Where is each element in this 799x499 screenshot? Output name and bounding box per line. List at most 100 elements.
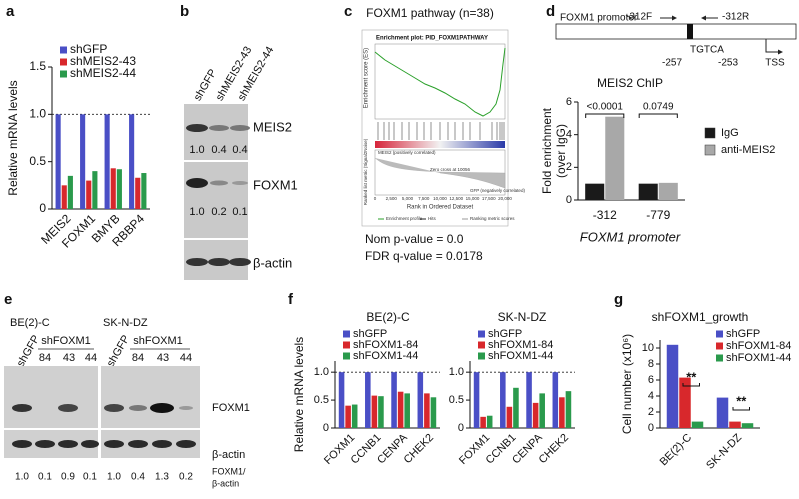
band (12, 404, 32, 412)
quant: 0.2 (179, 472, 193, 483)
bar (480, 416, 486, 428)
bar (404, 393, 410, 428)
bar (55, 114, 61, 209)
y-tick-label: 10 (642, 342, 654, 354)
legend-swatch (716, 330, 723, 338)
band (186, 124, 208, 132)
bar (559, 397, 565, 428)
panel-label: b (180, 3, 189, 20)
bar (129, 114, 135, 209)
y-tick-label: 0.5 (314, 394, 329, 406)
group-label: shFOXM1 (41, 335, 91, 347)
bar (552, 372, 559, 428)
band-label: FOXM1 (253, 177, 298, 192)
y-tick-label: 1.0 (314, 366, 329, 378)
bar (371, 395, 378, 428)
chart-title: shFOXM1_growth (652, 310, 749, 324)
quant: 0.9 (61, 472, 75, 483)
bar (61, 185, 67, 209)
y-axis-label: Relative mRNA levels (292, 337, 306, 452)
bar (532, 402, 539, 428)
y-tick-label: 1.0 (29, 107, 46, 121)
promoter-label: FOXM1 promoter (560, 13, 638, 24)
y-tick-label: 1.5 (29, 59, 46, 73)
gsea-x-tick: 7,500 (418, 196, 430, 201)
y-tick-label: 4 (566, 129, 572, 141)
band (210, 180, 228, 186)
band-label: MEIS2 (253, 119, 292, 134)
bar (486, 415, 493, 428)
actin-bands (12, 440, 196, 448)
panel-label: e (4, 291, 12, 308)
bar (500, 372, 506, 428)
negative-label: GFP (negatively correlated) (470, 188, 525, 193)
band (150, 403, 174, 413)
x-tick-label: SK-N-DZ (704, 431, 744, 471)
quant: 1.0 (107, 472, 121, 483)
annotation: ** (686, 369, 697, 384)
ratio-label: β-actin (212, 478, 239, 488)
lane-label: 44 (85, 352, 97, 364)
y-tick-label: 0.5 (29, 154, 46, 168)
y-tick-label: 6 (566, 96, 572, 108)
primer-label: -312F (626, 12, 652, 23)
position: -253 (718, 58, 738, 69)
gsea-frame (361, 29, 509, 227)
annotation: 0.0749 (643, 102, 674, 113)
bar (691, 421, 704, 428)
legend-label: shGFP (726, 328, 760, 340)
cell-line: BE(2)-C (10, 317, 50, 329)
tss-arrow (778, 49, 783, 55)
gsea-stat: FDR q-value = 0.0178 (365, 249, 483, 263)
band (209, 125, 229, 131)
bar (397, 391, 404, 428)
legend-swatch (716, 354, 723, 362)
band (186, 258, 208, 266)
bar (526, 372, 532, 428)
bar (424, 393, 430, 428)
tss-label: TSS (765, 58, 785, 69)
primer-label: -312R (722, 12, 749, 23)
blot-membrane (184, 104, 248, 280)
y-tick-label: 6 (648, 374, 654, 386)
promoter-box (555, 23, 797, 40)
y-tick-label: 0 (39, 201, 46, 215)
motif: TGTCA (690, 45, 724, 56)
gsea-x-tick: 0 (374, 196, 377, 201)
lane-label: shGFP (105, 333, 133, 369)
quant: 0.1 (83, 472, 97, 483)
quant: 0.2 (211, 206, 226, 218)
zero-cross: Zero cross at 10056 (430, 167, 471, 172)
y-tick-label: 4 (648, 390, 654, 402)
gsea-x-label: Rank in Ordered Dataset (407, 205, 474, 211)
legend-label: shGFP (353, 328, 387, 340)
y-tick-label: 1.0 (449, 366, 464, 378)
promoter-d: FOXM1 promoter -312F -312R TGTCA -257 -2… (555, 12, 797, 69)
metric-area (374, 157, 506, 189)
legend-label: IgG (721, 127, 739, 139)
chart-title: MEIS2 ChIP (597, 76, 663, 90)
band (104, 404, 124, 412)
lane-label: 84 (132, 352, 144, 364)
y-tick-label: 0 (566, 194, 572, 206)
band-label: β-actin (253, 255, 292, 270)
legend-label: shFOXM1-84 (726, 340, 791, 352)
primer-arrow (701, 15, 706, 21)
legend-label: shFOXM1-44 (353, 350, 418, 362)
gsea-legend-text: Hits (428, 216, 436, 221)
annotation: ** (736, 393, 747, 408)
band (186, 178, 208, 188)
bar (345, 405, 351, 428)
gsea-stat: Nom p-value = 0.0 (365, 232, 464, 246)
legend-swatch (704, 127, 716, 139)
x-axis-label: FOXM1 promoter (580, 229, 681, 244)
bar (92, 171, 98, 209)
panel-label: d (546, 3, 555, 20)
band-label: β-actin (212, 449, 245, 461)
legend-swatch (343, 352, 350, 360)
bar (378, 396, 384, 428)
bar (365, 372, 371, 428)
gsea-x-tick: 10,000 (433, 196, 447, 201)
hits (377, 122, 505, 140)
bracket (732, 407, 750, 411)
